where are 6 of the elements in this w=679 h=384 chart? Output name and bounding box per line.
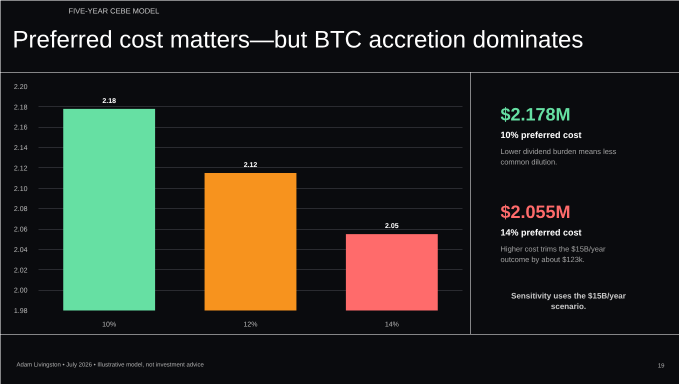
text: 14% preferred cost (500, 228, 582, 238)
chart-title: Preferred cost matters—but BTC accretion dominates (12, 26, 584, 54)
text: $2.055M (500, 202, 571, 222)
text: Sensitivity uses the $15B/year scenario. (511, 292, 626, 311)
text: 10% preferred cost (500, 130, 582, 140)
text: $2.178M (500, 104, 571, 124)
